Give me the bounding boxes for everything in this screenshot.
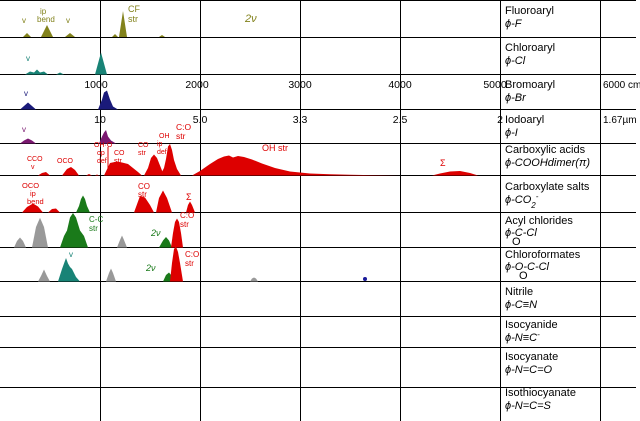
svg-text:2: 2 <box>497 114 503 126</box>
svg-text:CF: CF <box>128 4 140 14</box>
svg-text:ϕ-N=C=S: ϕ-N=C=S <box>505 400 552 412</box>
svg-text:ϕ-C≡N: ϕ-C≡N <box>505 299 537 311</box>
svg-text:ip: ip <box>157 141 163 148</box>
svg-text:CCO: CCO <box>27 156 43 163</box>
svg-text:v: v <box>24 89 28 98</box>
svg-text:Nitrile: Nitrile <box>505 286 533 298</box>
svg-text:OH·O: OH·O <box>94 142 113 149</box>
svg-text:Isothiocyanate: Isothiocyanate <box>505 387 576 399</box>
svg-text:def: def <box>97 158 107 165</box>
svg-text:C:O: C:O <box>185 250 199 259</box>
svg-text:ϕ-C-Cl: ϕ-C-Cl <box>505 227 537 239</box>
svg-text:ϕ-F: ϕ-F <box>505 18 523 30</box>
svg-text:C-C: C-C <box>89 215 103 224</box>
svg-text:v: v <box>69 250 73 259</box>
svg-text:Isocyanate: Isocyanate <box>505 351 558 363</box>
svg-text:op: op <box>97 150 105 157</box>
svg-text:CO: CO <box>138 142 149 149</box>
svg-text:v: v <box>22 125 26 134</box>
svg-text:2000: 2000 <box>185 79 209 91</box>
svg-text:ϕ-Br: ϕ-Br <box>505 92 527 104</box>
svg-text:v: v <box>26 54 30 63</box>
svg-text:6000 cm-1: 6000 cm-1 <box>603 80 640 92</box>
svg-text:str: str <box>180 220 189 229</box>
svg-text:O: O <box>512 236 521 248</box>
svg-text:Isocyanide: Isocyanide <box>505 319 558 331</box>
svg-text:Iodoaryl: Iodoaryl <box>505 114 544 126</box>
svg-text:Acyl chlorides: Acyl chlorides <box>505 215 573 227</box>
svg-text:ϕ-Cl: ϕ-Cl <box>505 55 526 67</box>
svg-text:Fluoroaryl: Fluoroaryl <box>505 5 554 17</box>
svg-text:3000: 3000 <box>288 79 312 91</box>
svg-text:ϕ-N=C=O: ϕ-N=C=O <box>505 364 553 376</box>
svg-text:5.0: 5.0 <box>193 114 208 126</box>
svg-text:v: v <box>31 164 35 171</box>
svg-text:5000: 5000 <box>483 79 507 91</box>
svg-text:v: v <box>22 16 26 25</box>
svg-text:Σ: Σ <box>186 192 192 202</box>
svg-text:str: str <box>89 224 98 233</box>
svg-text:ϕ-I: ϕ-I <box>505 127 518 139</box>
svg-text:3.3: 3.3 <box>293 114 308 126</box>
svg-text:2ν: 2ν <box>145 263 156 273</box>
svg-text:str: str <box>185 259 194 268</box>
svg-text:bend: bend <box>37 15 55 24</box>
svg-text:O: O <box>519 270 528 282</box>
svg-text:OH: OH <box>159 133 170 140</box>
svg-text:OH str: OH str <box>262 143 288 153</box>
svg-text:1.67µm: 1.67µm <box>603 115 637 126</box>
svg-text:Chloroaryl: Chloroaryl <box>505 42 555 54</box>
svg-text:Σ: Σ <box>440 158 446 168</box>
svg-text:1000: 1000 <box>84 79 108 91</box>
svg-text:Carboxylic acids: Carboxylic acids <box>505 144 586 156</box>
svg-text:4000: 4000 <box>388 79 412 91</box>
svg-text:str: str <box>114 158 122 165</box>
svg-text:str: str <box>138 190 147 199</box>
svg-text:OCO: OCO <box>57 158 74 165</box>
svg-text:str: str <box>176 131 186 141</box>
svg-text:def: def <box>157 149 167 156</box>
svg-text:ϕ-COOHdimer(π): ϕ-COOHdimer(π) <box>505 157 590 169</box>
svg-text:Chloroformates: Chloroformates <box>505 249 581 261</box>
svg-text:bend: bend <box>27 197 44 206</box>
svg-text:C:O: C:O <box>180 211 194 220</box>
svg-text:2.5: 2.5 <box>393 114 408 126</box>
svg-text:ϕ-N≡C-: ϕ-N≡C- <box>505 330 540 345</box>
svg-text:CO: CO <box>114 150 125 157</box>
svg-text:2ν: 2ν <box>244 13 257 25</box>
svg-text:2ν: 2ν <box>150 228 161 238</box>
svg-text:Carboxylate salts: Carboxylate salts <box>505 181 590 193</box>
svg-text:10: 10 <box>94 114 106 126</box>
svg-text:v: v <box>66 16 70 25</box>
svg-text:str: str <box>138 150 146 157</box>
svg-text:str: str <box>128 14 138 24</box>
svg-text:Bromoaryl: Bromoaryl <box>505 79 555 91</box>
